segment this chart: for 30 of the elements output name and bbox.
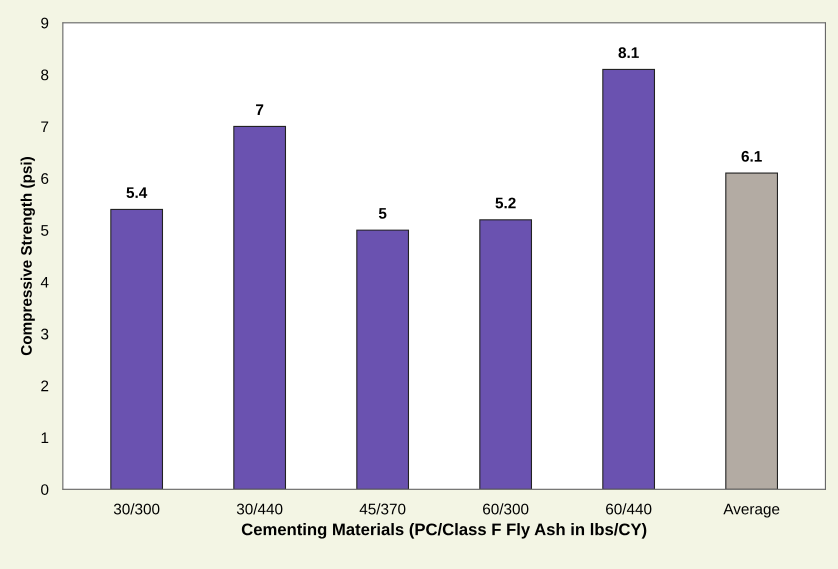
data-label: 5 [378, 208, 386, 219]
x-tick-label: 60/300 [483, 503, 528, 514]
data-label: 7 [256, 104, 264, 115]
y-tick-label: 7 [41, 121, 48, 132]
data-label: 5.4 [126, 187, 148, 198]
y-tick-label: 0 [41, 484, 48, 496]
y-tick-label: 3 [41, 328, 48, 340]
y-tick-label: 5 [41, 225, 48, 236]
y-tick-label: 4 [40, 276, 49, 288]
y-tick-label: 1 [42, 432, 48, 444]
data-label: 5.2 [495, 198, 516, 208]
x-tick-label: 60/440 [606, 503, 652, 514]
x-axis-title: Cementing Materials (PC/Class F Fly Ash in lbs/CY) [242, 523, 646, 539]
x-tick-label: Average [723, 504, 780, 518]
bar [356, 230, 410, 490]
bar [602, 68, 656, 490]
bar [110, 208, 164, 490]
bar [479, 219, 532, 490]
y-tick-label: 2 [41, 380, 48, 392]
data-label: 8.1 [618, 47, 639, 58]
x-tick-label: 45/370 [360, 503, 406, 514]
y-tick-label: 9 [41, 18, 48, 28]
bar [233, 126, 286, 490]
y-tick-label: 8 [41, 69, 48, 80]
y-tick-label: 6 [41, 173, 48, 184]
x-tick-label: 30/300 [114, 503, 160, 514]
bar [725, 172, 778, 490]
data-label: 6.1 [742, 150, 762, 162]
x-tick-label: 30/440 [236, 503, 282, 514]
y-axis-title: Compressive Strength (psi) [20, 157, 35, 356]
